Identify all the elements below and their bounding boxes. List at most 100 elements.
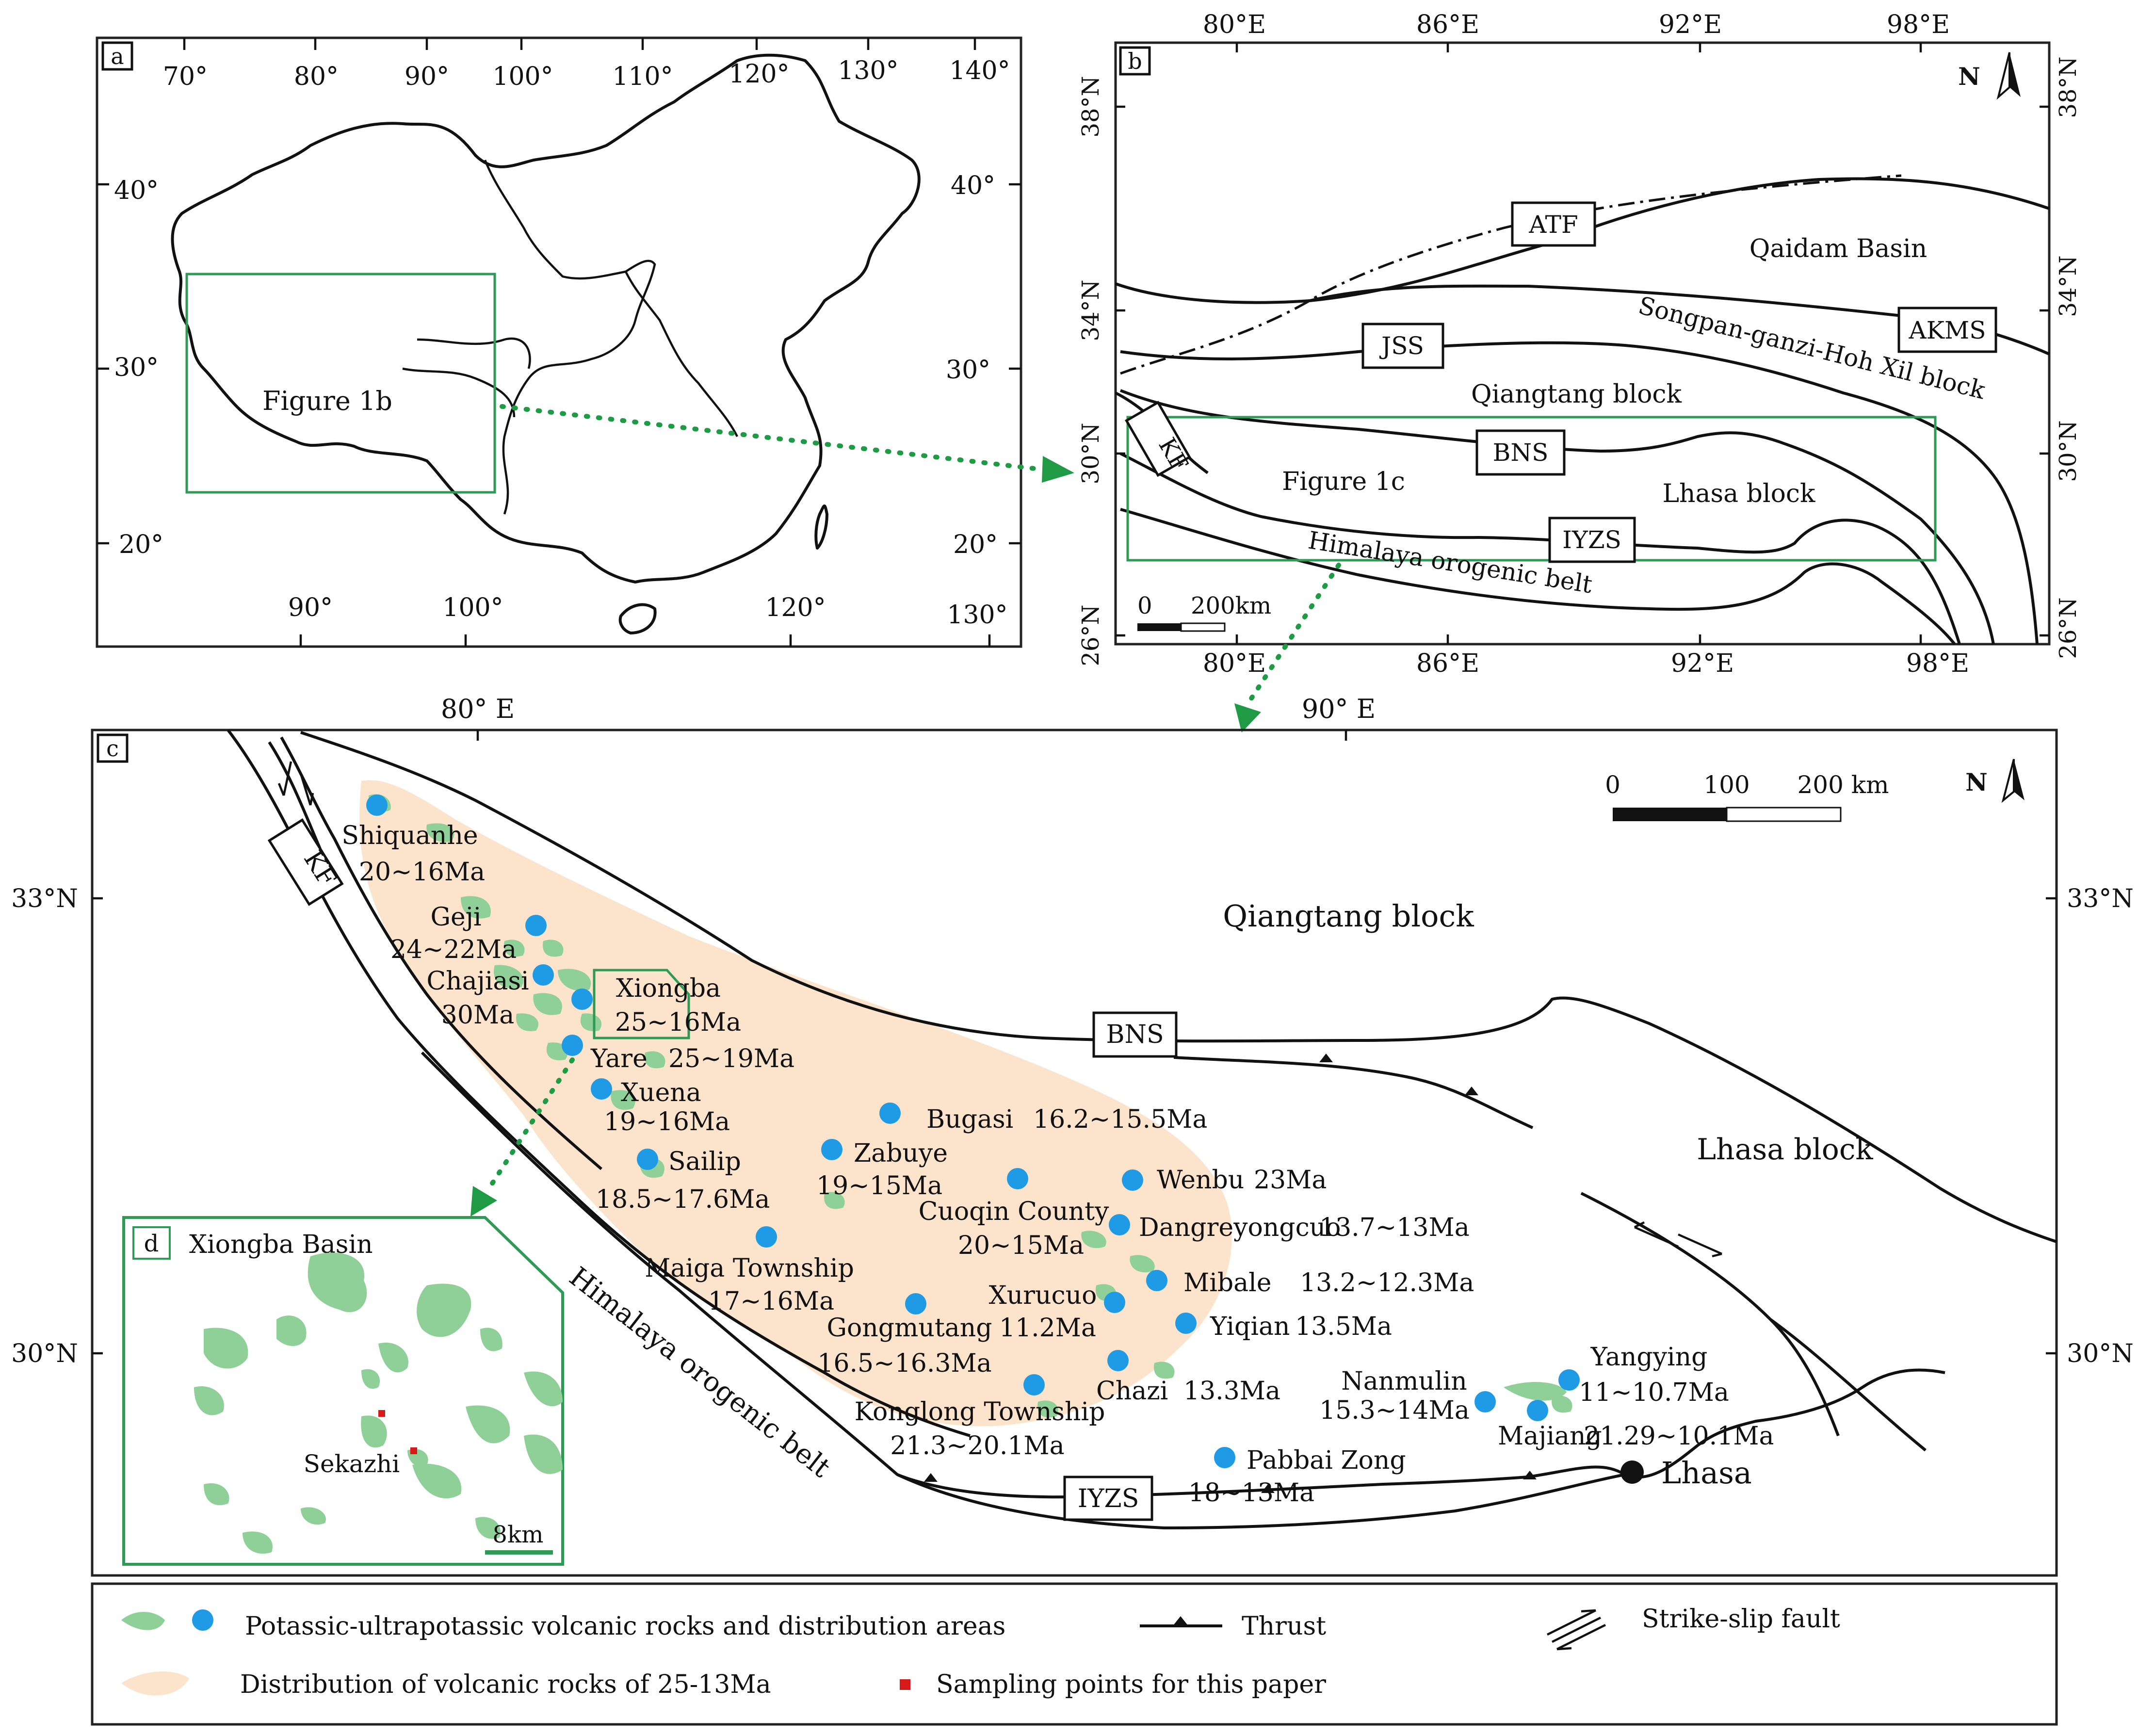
site-cuoqin-age: 20~15Ma [958,1231,1084,1260]
lon-label: 86°E [1416,10,1479,39]
panel-a: a 70° 80° 90° 100° 110° 120° 130° 140° 9… [96,36,1022,648]
china-outline [171,53,921,584]
lon-label: 130° [947,600,1007,630]
panel-b-top-lon: 80°E 86°E 92°E 98°E [1203,10,1950,39]
site-chazi-dot [1107,1350,1129,1371]
lon-label: 140° [949,56,1010,85]
site-wenbu-age: 23Ma [1254,1166,1327,1195]
site-maiga-age: 17~16Ma [708,1287,834,1316]
site-konglong-dot [1023,1374,1045,1395]
iyzs-label-box [1063,1476,1153,1521]
north-arrow-icon [2009,52,2021,97]
panel-a-graticule-ticks [97,38,1021,647]
panel-c-scale-end: 200 km [1797,771,1889,799]
panel-b: b 80°E 86°E 92°E 98°E 80°E 86°E 92°E 98°… [1077,10,2082,678]
site-chajiasi-name: Chajiasi [426,967,529,996]
lat-label: 30°N [2067,1339,2134,1368]
arrow-c-to-d-head [470,1186,497,1217]
site-labels: Shiquanhe 20~16Ma Geji 24~22Ma Chajiasi … [341,821,1774,1508]
panel-a-tag-box [101,41,133,71]
akms-label-box [1897,307,1997,353]
panel-b-tag: b [1128,48,1142,74]
site-cuoqin-name: Cuoqin County [919,1197,1109,1226]
site-yangying-dot [1558,1369,1580,1391]
site-yiqian-dot [1175,1313,1197,1334]
site-cuoqin-dot [1007,1168,1028,1189]
site-yangying-name: Yangying [1590,1343,1708,1372]
lat-label: 34°N [2055,255,2082,317]
site-xuena-age: 19~16Ma [604,1107,730,1136]
internal-boundary [484,160,739,438]
panel-a-bottom-lon: 90° 100° 120° 130° [288,593,1008,630]
panel-c-scale-mid: 100 [1703,771,1749,799]
kf-fault-parallel [268,741,322,850]
iyzs-label: IYZS [1078,1484,1139,1513]
legend: Potassic-ultrapotassic volcanic rocks an… [91,1582,2058,1726]
lon-label: 110° [612,62,673,91]
kf-fault-inner [280,736,602,1170]
arrow-b-to-c-head [1234,703,1261,732]
site-gongmutang-dot [905,1293,926,1314]
iyzs-suture-line [421,1051,1945,1499]
bns-label-box [1475,429,1566,476]
atf-label: ATF [1528,211,1578,239]
site-dangreyongcuo-name: Dangreyongcuo [1139,1213,1341,1242]
lat-label: 34°N [1077,279,1104,341]
lhasa-block-fault [1580,1192,1927,1452]
site-maiga-dot [756,1226,777,1248]
himalaya-lower-boundary [896,1473,1625,1529]
site-yare-age: 25~19Ma [668,1044,794,1073]
site-yiqian-name: Yiqian [1210,1312,1290,1341]
panel-b-tag-box [1119,46,1151,76]
site-konglong-age: 21.3~20.1Ma [890,1431,1064,1460]
site-chazi-name: Chazi [1096,1377,1168,1406]
sampling-point-marker [410,1447,417,1454]
site-yangying-age: 11~10.7Ma [1579,1378,1729,1407]
iyzs-suture [1119,452,1961,645]
site-majiang-dot [1527,1400,1548,1421]
site-pabbai-zong-dot [1214,1447,1235,1468]
lon-label: 90° [288,593,333,622]
atf-label-box [1511,201,1596,247]
bns-thrust-fault [1173,1056,1534,1129]
iyzs-label-box [1548,517,1636,563]
lon-label: 98°E [1887,10,1950,39]
site-zabuye-dot [821,1139,842,1160]
akms-label: AKMS [1909,316,1986,344]
lat-label: 30°N [11,1339,78,1368]
lhasa-block-label: Lhasa block [1697,1133,1873,1167]
lat-label: 20° [953,530,998,559]
panel-c-north-label: N [1965,768,1988,796]
site-wenbu-name: Wenbu [1157,1166,1244,1195]
site-chajiasi-age: 30Ma [441,1001,514,1030]
site-chazi-age: 13.3Ma [1183,1377,1280,1406]
legend-site-dot-swatch [192,1609,213,1631]
site-xurucuo-dot [1104,1292,1125,1313]
lhasa-city-marker [1620,1460,1644,1484]
lat-label: 26°N [1077,604,1104,666]
panel-c-graticule-ticks [92,730,2057,1355]
site-gongmutang-age: 16.5~16.3Ma [817,1349,991,1378]
site-xurucuo-name: Xurucuo [989,1281,1097,1310]
panel-a-top-lon: 70° 80° 90° 100° 110° 120° 130° 140° [163,56,1010,91]
site-yare-dot [562,1035,583,1056]
lon-label: 120° [765,593,826,622]
site-sailip-age: 18.5~17.6Ma [596,1185,770,1214]
internal-boundary [502,260,656,515]
site-yiqian-age: 13.5Ma [1295,1312,1392,1341]
panel-c-tag-box [97,733,129,763]
site-gongmutang-name: Gongmutang [826,1314,992,1343]
site-xiongba-age: 25~16Ma [615,1008,741,1037]
bns-suture [1119,389,1995,645]
lon-label: 80° E [441,694,515,724]
site-majiang-age: 21.29~10.1Ma [1584,1422,1774,1451]
site-shiquanhe-dot [366,795,388,816]
panel-c-scale-bar-black [1613,808,1727,821]
lat-label: 26°N [2055,597,2082,659]
site-zabuye-age: 19~15Ma [816,1171,942,1201]
jss-label-box [1361,323,1444,369]
legend-volcanic-label: Potassic-ultrapotassic volcanic rocks an… [245,1612,1005,1641]
legend-thrust-label: Thrust [1242,1612,1326,1641]
site-bugasi-age: 16.2~15.5Ma [1033,1105,1207,1134]
kf-label-box [1125,401,1191,477]
